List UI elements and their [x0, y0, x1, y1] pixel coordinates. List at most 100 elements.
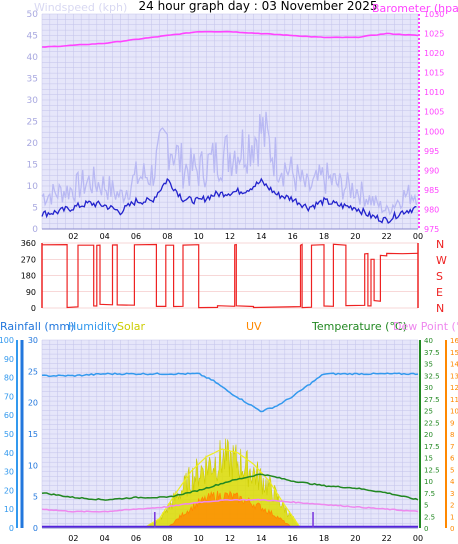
wind-x-tick-label: 20 — [350, 232, 360, 241]
baro-tick-label: 1020 — [424, 49, 444, 58]
humidity-tick-label: 80 — [4, 374, 14, 383]
wind-x-tick-label: 18 — [319, 232, 329, 241]
temp-tick-label: 7.5 — [424, 490, 435, 498]
series-solar-envelope — [143, 448, 301, 529]
uv-tick-label: 1 — [450, 513, 454, 521]
dir-tick-label: 180 — [21, 272, 36, 281]
legend-solar: Solar — [117, 320, 146, 333]
baro-tick-label: 1005 — [424, 108, 444, 117]
uv-tick-label: 0 — [450, 525, 454, 533]
uv-tick-label: 3 — [450, 490, 454, 498]
series-gust-line — [41, 111, 418, 216]
series-humidity-line — [41, 372, 419, 413]
baro-tick-label: 990 — [424, 166, 439, 175]
wind-x-tick-label: 14 — [256, 232, 266, 241]
series-dewpoint-line — [41, 498, 419, 513]
wind-axis-label: Windspeed (kph) — [34, 1, 127, 14]
compass-label: N — [436, 302, 444, 315]
series-uv-area — [166, 490, 295, 529]
temp-tick-label: 10 — [424, 478, 433, 486]
climate-x-tick-label: 10 — [194, 534, 204, 543]
temp-tick-label: 12.5 — [424, 466, 440, 474]
wind-x-tick-label: 12 — [225, 232, 235, 241]
wind-x-tick-label: 22 — [382, 232, 392, 241]
wind-tick-label: 35 — [27, 75, 38, 85]
climate-x-tick-label: 14 — [256, 534, 266, 543]
climate-x-tick-label: 04 — [100, 534, 110, 543]
baro-tick-label: 1015 — [424, 69, 444, 78]
wind-tick-label: 0 — [32, 225, 38, 235]
baro-tick-label: 985 — [424, 186, 439, 195]
wind-tick-label: 5 — [32, 204, 38, 214]
direction-series — [41, 243, 419, 309]
temp-tick-label: 0 — [424, 525, 428, 533]
climate-series — [41, 372, 419, 529]
legend-temperature: Temperature (°C) — [311, 320, 407, 333]
temp-tick-label: 5 — [424, 502, 428, 510]
humidity-tick-label: 90 — [4, 355, 14, 364]
uv-tick-label: 14 — [450, 361, 458, 369]
wind-grid — [41, 13, 419, 230]
temp-tick-label: 25 — [424, 408, 433, 416]
dir-tick-label: 0 — [31, 304, 36, 313]
wind-tick-label: 25 — [27, 118, 38, 128]
wind-x-tick-label: 08 — [162, 232, 172, 241]
temp-tick-label: 17.5 — [424, 443, 440, 451]
baro-tick-label: 1000 — [424, 127, 444, 136]
rainfall-tick-label: 15 — [28, 430, 38, 439]
uv-tick-label: 9 — [450, 419, 454, 427]
uv-tick-label: 8 — [450, 431, 454, 439]
legend-humidity: Humidity — [68, 320, 118, 333]
compass-label: W — [436, 254, 447, 267]
wind-series — [41, 30, 419, 224]
dir-tick-label: 90 — [26, 288, 36, 297]
legend-rainfall: Rainfall (mm) — [0, 320, 74, 333]
uv-tick-label: 2 — [450, 502, 454, 510]
wind-tick-label: 30 — [27, 96, 39, 106]
temp-tick-label: 27.5 — [424, 396, 440, 404]
wind-x-tick-label: 10 — [194, 232, 204, 241]
rainfall-tick-label: 30 — [28, 336, 38, 345]
baro-tick-label: 975 — [424, 225, 439, 234]
wind-x-tick-label: 04 — [100, 232, 110, 241]
uv-tick-label: 10 — [450, 408, 458, 416]
wind-x-tick-label: 00 — [413, 232, 423, 241]
uv-tick-label: 12 — [450, 384, 458, 392]
climate-x-tick-label: 02 — [68, 534, 78, 543]
baro-tick-label: 1025 — [424, 30, 444, 39]
wind-x-tick-label: 02 — [68, 232, 78, 241]
climate-x-tick-label: 12 — [225, 534, 235, 543]
humidity-tick-label: 70 — [4, 392, 14, 401]
wind-axes: 0510152025303540455097598098599099510001… — [27, 10, 445, 241]
dir-tick-label: 270 — [21, 255, 36, 264]
uv-tick-label: 4 — [450, 478, 455, 486]
humidity-tick-label: 30 — [4, 468, 14, 477]
wind-tick-label: 10 — [27, 182, 39, 192]
compass-label: E — [436, 286, 443, 299]
climate-x-tick-label: 18 — [319, 534, 329, 543]
humidity-tick-label: 100 — [0, 336, 14, 345]
temp-tick-label: 20 — [424, 431, 433, 439]
humidity-tick-label: 10 — [4, 505, 14, 514]
uv-tick-label: 11 — [450, 396, 458, 404]
wind-tick-label: 50 — [27, 10, 39, 20]
temp-tick-label: 22.5 — [424, 419, 440, 427]
rainfall-tick-label: 5 — [33, 493, 38, 502]
uv-tick-label: 7 — [450, 443, 454, 451]
uv-tick-label: 13 — [450, 372, 458, 380]
uv-tick-label: 6 — [450, 455, 455, 463]
temp-tick-label: 15 — [424, 455, 433, 463]
temp-tick-label: 30 — [424, 384, 433, 392]
rainfall-tick-label: 25 — [28, 367, 38, 376]
series-temperature-line — [41, 473, 419, 501]
climate-axes: 010203040506070809010005101520253002.557… — [0, 336, 458, 543]
series-barometer-line — [41, 30, 419, 48]
rainfall-tick-label: 20 — [28, 399, 38, 408]
series-windspeed-line — [41, 177, 417, 224]
climate-x-tick-label: 08 — [162, 534, 172, 543]
climate-x-tick-label: 06 — [131, 534, 141, 543]
humidity-tick-label: 20 — [4, 486, 14, 495]
climate-x-tick-label: 00 — [413, 534, 423, 543]
temp-tick-label: 35 — [424, 361, 433, 369]
